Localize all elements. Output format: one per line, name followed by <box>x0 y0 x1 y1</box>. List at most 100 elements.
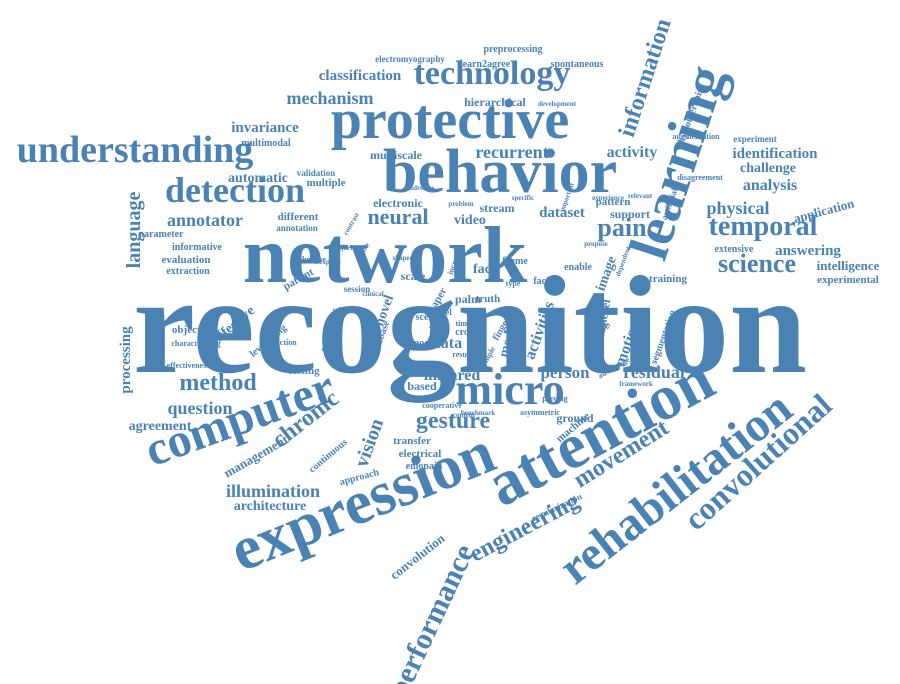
word-experimental: experimental <box>817 274 879 286</box>
word-extensive: extensive <box>715 244 754 255</box>
word-protective: protective <box>331 89 569 151</box>
word-neural: neural <box>367 204 428 229</box>
word-playing: playing <box>542 394 567 403</box>
word-explicit: explicit <box>319 258 341 266</box>
word-cloud-words: recognitionnetworkbehaviorprotectiveexpr… <box>17 15 880 684</box>
word-testing: testing <box>288 365 320 377</box>
word-answering: answering <box>775 243 841 259</box>
word-session: session <box>344 284 371 294</box>
word-performance: performance <box>382 539 482 684</box>
word-technique: technique <box>292 255 326 264</box>
word-scale: scale <box>401 269 426 283</box>
word-majority: majority <box>332 244 359 252</box>
word-disagreement: disagreement <box>677 173 723 182</box>
word-video: video <box>454 213 486 228</box>
word-intelligence: intelligence <box>817 258 880 273</box>
word-annotator: annotator <box>167 210 243 230</box>
word-infrared: infrared <box>424 367 481 384</box>
word-ground: ground <box>556 411 593 425</box>
word-multiscale: multiscale <box>370 148 423 162</box>
word-residual: residual <box>623 362 685 382</box>
word-scene: scene <box>416 312 439 323</box>
word-detection: detection <box>165 170 305 210</box>
word-facial: facial <box>533 276 557 287</box>
word-challenge: challenge <box>740 161 796 176</box>
word-dataset: dataset <box>539 205 585 221</box>
word-shaped: shaped <box>392 254 413 262</box>
word-invariance: invariance <box>231 120 299 136</box>
word-level: level <box>434 307 452 317</box>
word-mechanism: mechanism <box>287 88 374 108</box>
word-experience: experience <box>592 194 624 202</box>
word-type: type <box>506 279 521 288</box>
word-method: method <box>179 370 257 396</box>
word-preprocessing: preprocessing <box>483 44 542 55</box>
word-analysis: analysis <box>743 177 797 194</box>
word-multimodal: multimodal <box>241 138 291 149</box>
word-based: based <box>407 379 437 393</box>
word-support: support <box>610 207 650 221</box>
word-continuous: continuous <box>307 437 350 476</box>
word-gesture: gesture <box>416 408 491 434</box>
word-experiment: experiment <box>733 134 776 144</box>
word-multiple: multiple <box>306 177 345 189</box>
word-result: result <box>452 350 472 359</box>
word-validation: validation <box>297 168 336 178</box>
word-understanding: understanding <box>17 129 254 171</box>
word-electromyography: electromyography <box>375 54 445 64</box>
word-cross: cross <box>455 327 477 338</box>
word-electronic: electronic <box>373 196 423 210</box>
word-language: language <box>123 192 145 269</box>
word-spontaneous: spontaneous <box>551 59 604 70</box>
word-technology: technology <box>414 55 571 92</box>
word-automatic: automatic <box>228 171 288 186</box>
word-content: content <box>453 411 476 419</box>
word-science: science <box>718 249 796 278</box>
word-processing: processing <box>118 326 134 394</box>
word-relevant: relevant <box>628 192 653 200</box>
word-recurrent: recurrent <box>475 142 548 162</box>
word-pain: pain <box>597 213 647 242</box>
word-effectiveness: effectiveness <box>167 361 210 370</box>
word-activity: activity <box>607 144 658 161</box>
word-identification: identification <box>733 146 819 162</box>
word-enable: enable <box>564 262 592 273</box>
word-parameter: parameter <box>139 229 185 240</box>
word-agreement: agreement <box>129 419 192 434</box>
word-different: different <box>278 211 319 223</box>
word-stream: stream <box>479 201 514 215</box>
word-related: related <box>333 306 354 314</box>
word-objective: objective <box>172 324 214 336</box>
word-data: data <box>432 335 462 352</box>
word-frame: frame <box>502 256 528 267</box>
word-addresses: addresses <box>406 184 435 192</box>
word-informative: informative <box>172 242 223 253</box>
word-classification: classification <box>319 68 402 84</box>
word-palm: palm <box>455 292 481 306</box>
word-learn2agree: learn2agree <box>460 59 511 70</box>
word-model: model <box>411 338 437 349</box>
word-characterizing: characterizing <box>171 339 220 348</box>
word-electrical: electrical <box>399 448 442 460</box>
word-truth: truth <box>476 293 500 305</box>
word-physical: physical <box>706 198 769 218</box>
word-recognition: recognition <box>133 248 807 403</box>
word-extraction: extraction <box>166 266 210 277</box>
word-clinical: clinical <box>362 290 383 298</box>
word-cooperative: cooperative <box>422 401 462 410</box>
word-evaluation: evaluation <box>162 254 211 266</box>
word-asymmetric: asymmetric <box>520 408 560 417</box>
word-behavior: behavior <box>383 138 617 206</box>
word-transfer: transfer <box>393 435 431 447</box>
word-augmentation: augmentation <box>672 132 720 141</box>
word-illumination: illumination <box>226 481 320 501</box>
word-architecture: architecture <box>234 499 307 514</box>
word-interaction: interaction <box>259 338 297 347</box>
word-development: development <box>538 100 577 108</box>
word-person: person <box>540 363 590 382</box>
word-question: question <box>167 398 232 418</box>
word-pattern: pattern <box>596 196 631 208</box>
word-face: face <box>473 262 497 277</box>
word-hierarchical: hierarchical <box>464 95 526 109</box>
